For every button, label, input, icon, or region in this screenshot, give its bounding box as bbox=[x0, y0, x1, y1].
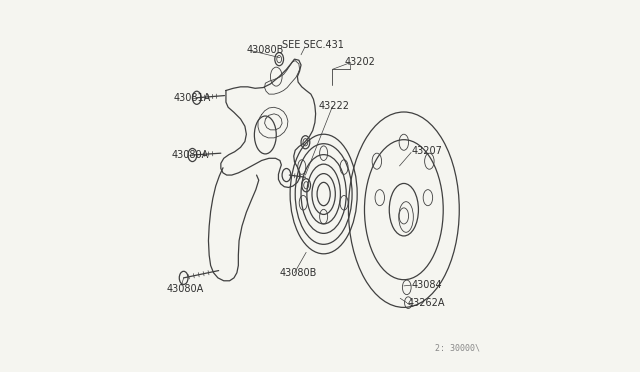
Text: 2: 30000\: 2: 30000\ bbox=[435, 344, 481, 353]
Text: 43207: 43207 bbox=[412, 146, 443, 156]
Text: 43080B: 43080B bbox=[246, 45, 284, 55]
Text: 43080A: 43080A bbox=[172, 150, 209, 160]
Text: SEE SEC.431: SEE SEC.431 bbox=[282, 40, 344, 50]
Text: 43222: 43222 bbox=[318, 101, 349, 111]
Text: 43202: 43202 bbox=[345, 57, 376, 67]
Text: 43080B: 43080B bbox=[280, 269, 317, 279]
Text: 43084: 43084 bbox=[412, 280, 442, 290]
Text: 43262A: 43262A bbox=[408, 298, 445, 308]
Text: 43080A: 43080A bbox=[167, 284, 204, 294]
Text: 43081A: 43081A bbox=[173, 93, 211, 103]
